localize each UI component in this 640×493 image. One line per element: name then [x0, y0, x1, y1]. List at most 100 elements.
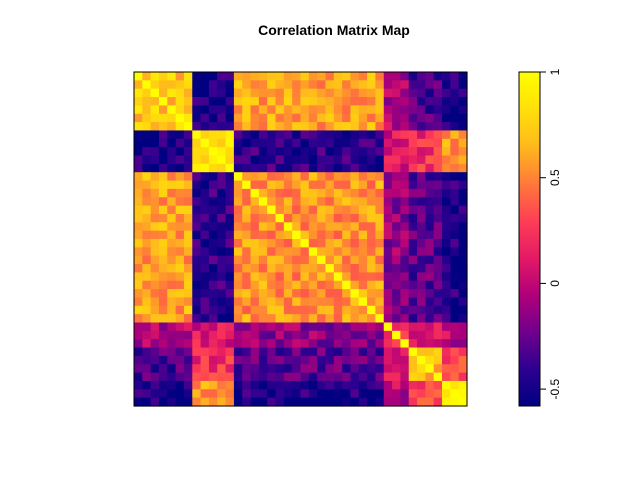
- heatmap-cell: [317, 122, 327, 132]
- heatmap-cell: [192, 155, 202, 165]
- heatmap-cell: [367, 222, 377, 232]
- heatmap-cell: [350, 138, 360, 148]
- heatmap-cell: [150, 280, 160, 290]
- heatmap-cell: [200, 80, 210, 90]
- heatmap-cell: [342, 147, 352, 157]
- heatmap-cell: [142, 322, 152, 332]
- heatmap-cell: [250, 330, 260, 340]
- heatmap-cell: [158, 188, 168, 198]
- heatmap-cell: [267, 239, 277, 248]
- heatmap-cell: [442, 247, 451, 257]
- heatmap-cell: [292, 289, 302, 299]
- heatmap-cell: [275, 197, 285, 207]
- heatmap-cell: [317, 163, 327, 173]
- heatmap-cell: [258, 113, 268, 123]
- heatmap-cell: [450, 172, 460, 182]
- heatmap-cell: [267, 97, 277, 106]
- heatmap-cell: [267, 355, 277, 365]
- heatmap-cell: [408, 389, 418, 399]
- heatmap-cell: [225, 122, 235, 132]
- heatmap-cell: [175, 88, 185, 98]
- heatmap-cell: [442, 347, 451, 357]
- heatmap-cell: [267, 247, 277, 257]
- heatmap-cell: [333, 80, 343, 90]
- heatmap-cell: [358, 97, 368, 106]
- heatmap-cell: [375, 213, 385, 223]
- heatmap-cell: [167, 213, 177, 223]
- heatmap-cell: [150, 364, 160, 374]
- heatmap-cell: [142, 247, 152, 257]
- heatmap-cell: [258, 280, 268, 290]
- heatmap-cell: [142, 397, 152, 407]
- heatmap-cell: [242, 380, 252, 390]
- heatmap-cell: [450, 155, 460, 165]
- heatmap-cell: [292, 372, 302, 382]
- heatmap-cell: [458, 155, 468, 165]
- heatmap-cell: [433, 339, 443, 349]
- heatmap-cell: [167, 147, 177, 157]
- heatmap-cell: [425, 147, 435, 157]
- heatmap-cell: [417, 389, 426, 399]
- heatmap-cell: [142, 364, 152, 374]
- heatmap-cell: [383, 339, 393, 349]
- heatmap-cell: [233, 289, 243, 299]
- heatmap-cell: [167, 280, 177, 290]
- heatmap-cell: [225, 389, 235, 399]
- heatmap-cell: [208, 222, 218, 232]
- heatmap-cell: [317, 322, 327, 332]
- heatmap-cell: [317, 272, 327, 282]
- heatmap-cell: [425, 355, 435, 365]
- heatmap-cell: [167, 113, 177, 123]
- heatmap-cell: [317, 297, 327, 307]
- heatmap-cell: [358, 180, 368, 190]
- heatmap-cell: [250, 97, 260, 106]
- heatmap-cell: [183, 80, 193, 90]
- heatmap-cell: [275, 239, 285, 248]
- heatmap-cell: [325, 230, 335, 240]
- heatmap-cell: [258, 355, 268, 365]
- heatmap-cell: [292, 163, 302, 173]
- heatmap-cell: [167, 372, 177, 382]
- heatmap-cell: [392, 80, 401, 90]
- heatmap-cell: [283, 197, 293, 207]
- heatmap-cell: [367, 264, 377, 273]
- heatmap-cell: [217, 314, 227, 324]
- heatmap-cell: [150, 97, 160, 106]
- heatmap-cell: [175, 147, 185, 157]
- heatmap-cell: [200, 314, 210, 324]
- heatmap-cell: [433, 122, 443, 132]
- heatmap-cell: [392, 105, 401, 115]
- heatmap-cell: [217, 97, 227, 106]
- heatmap-cell: [450, 72, 460, 81]
- heatmap-cell: [308, 130, 318, 140]
- heatmap-cell: [292, 88, 302, 98]
- heatmap-cell: [408, 247, 418, 257]
- chart-title: Correlation Matrix Map: [258, 22, 410, 38]
- heatmap-cell: [167, 264, 177, 273]
- heatmap-cell: [425, 264, 435, 273]
- heatmap-cell: [342, 289, 352, 299]
- heatmap-cell: [450, 397, 460, 407]
- heatmap-cell: [134, 213, 143, 223]
- heatmap-cell: [192, 397, 202, 407]
- heatmap-cell: [242, 289, 252, 299]
- heatmap-cell: [383, 280, 393, 290]
- heatmap-cell: [225, 180, 235, 190]
- heatmap-cell: [242, 397, 252, 407]
- heatmap-cell: [417, 113, 426, 123]
- heatmap-cell: [250, 389, 260, 399]
- heatmap-cell: [150, 339, 160, 349]
- heatmap-cell: [367, 364, 377, 374]
- heatmap-cell: [192, 380, 202, 390]
- heatmap-cell: [134, 80, 143, 90]
- heatmap-cell: [367, 322, 377, 332]
- heatmap-cell: [325, 247, 335, 257]
- heatmap-cell: [383, 364, 393, 374]
- heatmap-cell: [175, 80, 185, 90]
- heatmap-cell: [242, 280, 252, 290]
- heatmap-cell: [350, 280, 360, 290]
- heatmap-cell: [225, 172, 235, 182]
- heatmap-cell: [258, 239, 268, 248]
- heatmap-cell: [425, 155, 435, 165]
- heatmap-cell: [142, 264, 152, 273]
